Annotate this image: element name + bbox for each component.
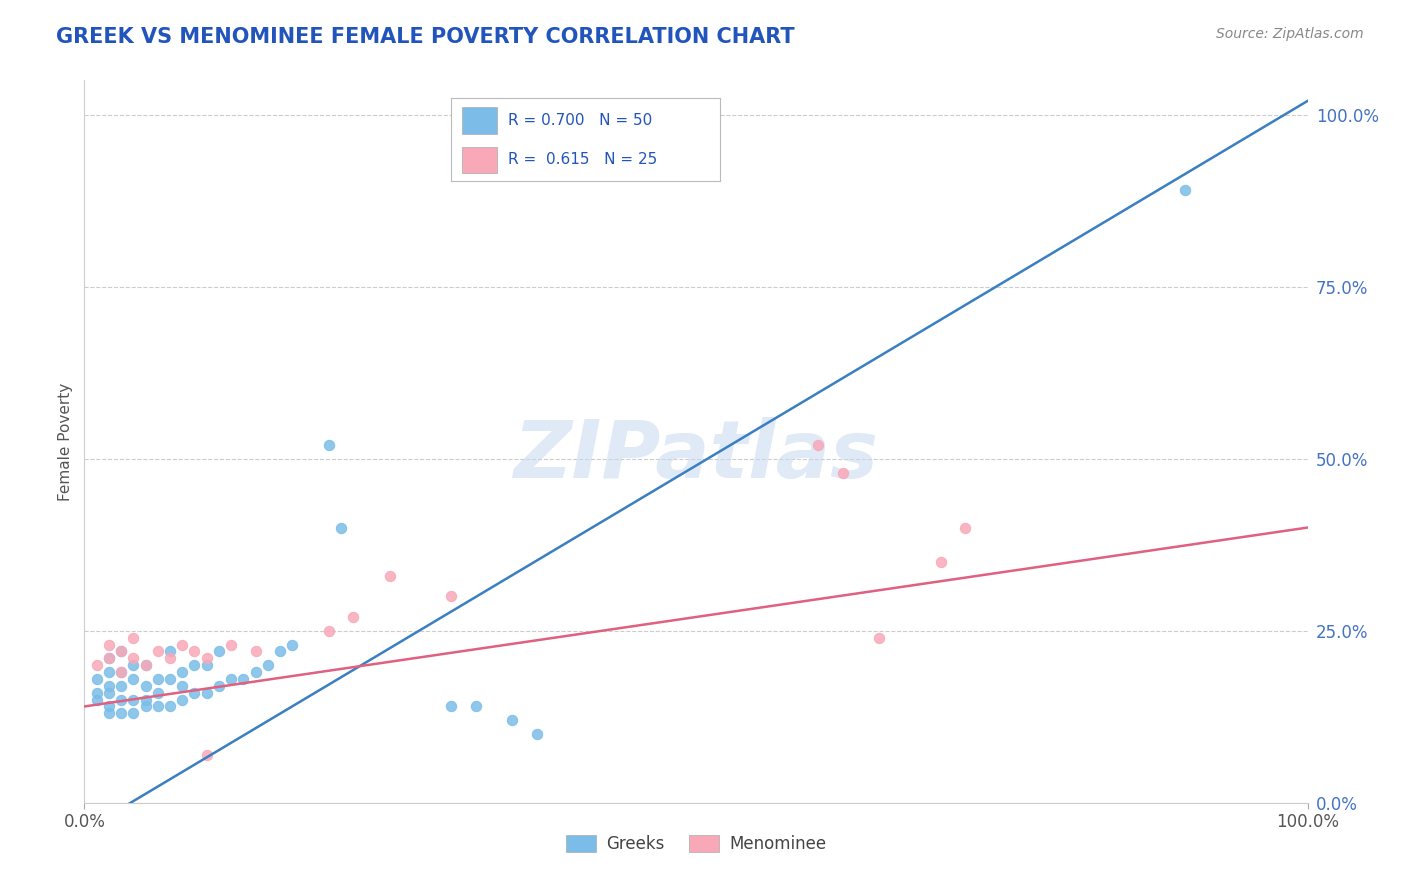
Point	[526, 727, 548, 741]
Point	[146, 686, 169, 700]
Point	[97, 651, 120, 665]
Point	[110, 644, 132, 658]
Point	[257, 658, 280, 673]
Point	[122, 672, 145, 686]
Point	[195, 747, 218, 762]
Point	[183, 644, 205, 658]
Point	[953, 520, 976, 534]
Point	[269, 644, 291, 658]
Point	[831, 466, 853, 480]
Point	[122, 706, 145, 721]
Point	[318, 624, 340, 638]
Point	[135, 692, 157, 706]
Point	[110, 665, 132, 679]
Point	[97, 699, 120, 714]
Point	[195, 651, 218, 665]
Point	[172, 665, 194, 679]
Point	[159, 644, 181, 658]
Point	[135, 699, 157, 714]
Point	[122, 631, 145, 645]
Point	[97, 638, 120, 652]
Point	[86, 672, 108, 686]
Point	[208, 644, 231, 658]
Point	[245, 644, 267, 658]
Point	[195, 658, 218, 673]
Point	[97, 665, 120, 679]
Point	[97, 679, 120, 693]
Point	[110, 644, 132, 658]
Text: Source: ZipAtlas.com: Source: ZipAtlas.com	[1216, 27, 1364, 41]
Point	[172, 679, 194, 693]
Point	[281, 638, 304, 652]
Point	[135, 658, 157, 673]
Point	[135, 679, 157, 693]
Point	[146, 699, 169, 714]
Point	[122, 692, 145, 706]
Text: GREEK VS MENOMINEE FEMALE POVERTY CORRELATION CHART: GREEK VS MENOMINEE FEMALE POVERTY CORREL…	[56, 27, 794, 46]
Point	[110, 692, 132, 706]
Text: ZIPatlas: ZIPatlas	[513, 417, 879, 495]
Point	[869, 631, 891, 645]
Point	[318, 438, 340, 452]
Legend: Greeks, Menominee: Greeks, Menominee	[560, 828, 832, 860]
Point	[502, 713, 524, 727]
Point	[159, 651, 181, 665]
Point	[110, 679, 132, 693]
Point	[464, 699, 486, 714]
Point	[183, 686, 205, 700]
Point	[330, 520, 353, 534]
Point	[122, 651, 145, 665]
Point	[219, 638, 242, 652]
Point	[172, 692, 194, 706]
Point	[97, 686, 120, 700]
Point	[219, 672, 242, 686]
Point	[1174, 183, 1197, 197]
Point	[146, 672, 169, 686]
Point	[440, 699, 463, 714]
Point	[159, 672, 181, 686]
Point	[245, 665, 267, 679]
Point	[183, 658, 205, 673]
Point	[440, 590, 463, 604]
Point	[122, 658, 145, 673]
Y-axis label: Female Poverty: Female Poverty	[58, 383, 73, 500]
Point	[380, 568, 402, 582]
Point	[342, 610, 364, 624]
Point	[86, 686, 108, 700]
Point	[232, 672, 254, 686]
Point	[135, 658, 157, 673]
Point	[110, 665, 132, 679]
Point	[172, 638, 194, 652]
Point	[159, 699, 181, 714]
Point	[195, 686, 218, 700]
Point	[97, 706, 120, 721]
Point	[146, 644, 169, 658]
Point	[208, 679, 231, 693]
Point	[110, 706, 132, 721]
Point	[97, 651, 120, 665]
Point	[86, 692, 108, 706]
Point	[86, 658, 108, 673]
Point	[929, 555, 952, 569]
Point	[807, 438, 830, 452]
